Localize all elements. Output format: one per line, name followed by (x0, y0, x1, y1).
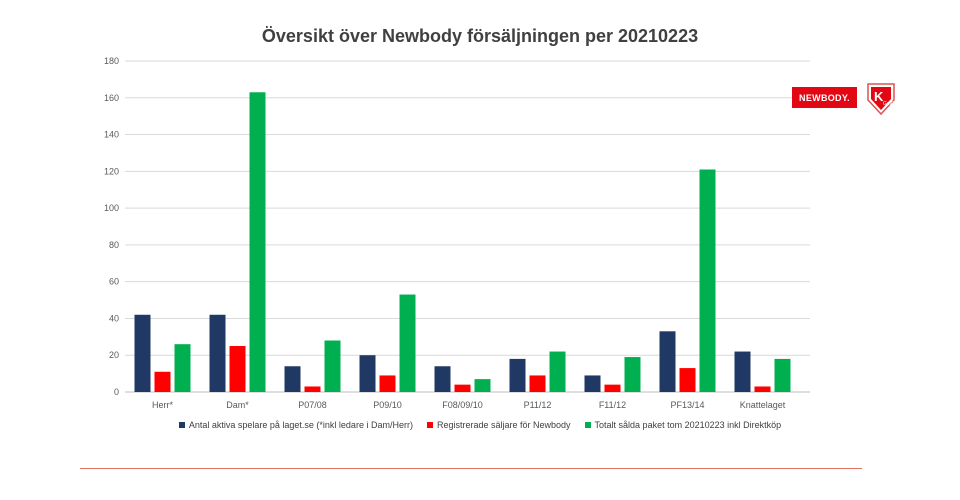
y-tick-label: 160 (104, 93, 119, 103)
x-tick-label: P07/08 (298, 400, 327, 410)
legend-item: Registrerade säljare för Newbody (426, 420, 571, 430)
bar-players (284, 366, 301, 392)
bar-players (359, 355, 376, 392)
y-tick-label: 80 (109, 240, 119, 250)
bar-players (134, 314, 151, 392)
legend-swatch (584, 422, 591, 428)
x-tick-label: P09/10 (373, 400, 402, 410)
legend-swatch (426, 422, 433, 428)
bar-sellers (604, 384, 621, 392)
newbody-logo: NEWBODY. (792, 87, 857, 108)
bar-sellers (679, 368, 696, 392)
x-tick-label: F08/09/10 (442, 400, 483, 410)
y-tick-label: 0 (114, 387, 119, 397)
bar-sellers (154, 371, 171, 392)
legend-label: Antal aktiva spelare på laget.se (*inkl … (188, 420, 413, 430)
x-tick-label: P11/12 (524, 400, 552, 410)
legend-item: Antal aktiva spelare på laget.se (*inkl … (178, 420, 413, 430)
x-tick-label: F11/12 (599, 400, 626, 410)
svg-text:GoIF: GoIF (883, 101, 894, 107)
bar-sellers (229, 346, 246, 392)
x-tick-label: Knattelaget (740, 400, 786, 410)
x-tick-label: PF13/14 (670, 400, 704, 410)
bar-players (509, 358, 526, 392)
bar-packages (549, 351, 566, 392)
bar-packages (774, 358, 791, 392)
bar-sellers (304, 386, 321, 392)
y-tick-label: 100 (104, 203, 119, 213)
bar-packages (699, 169, 716, 392)
bar-sellers (529, 375, 546, 392)
bar-packages (249, 92, 266, 392)
legend-item: Totalt sålda paket tom 20210223 inkl Dir… (584, 420, 782, 430)
bar-packages (324, 340, 341, 392)
y-tick-label: 40 (109, 313, 119, 323)
y-tick-label: 140 (104, 130, 119, 140)
legend-swatch (178, 422, 185, 428)
y-tick-label: 60 (109, 277, 119, 287)
club-logo-icon: K GoIF (867, 83, 895, 116)
bar-packages (399, 294, 416, 392)
legend-label: Totalt sålda paket tom 20210223 inkl Dir… (594, 420, 782, 430)
bar-players (209, 314, 226, 392)
legend: Antal aktiva spelare på laget.se (*inkl … (0, 420, 960, 430)
svg-text:K: K (874, 89, 884, 104)
footer-divider (80, 468, 862, 469)
bar-packages (174, 344, 191, 392)
bar-players (734, 351, 751, 392)
y-tick-label: 20 (109, 350, 119, 360)
bar-players (659, 331, 676, 392)
bar-packages (624, 357, 641, 392)
x-tick-label: Dam* (226, 400, 249, 410)
bar-players (584, 375, 601, 392)
bar-sellers (379, 375, 396, 392)
y-tick-label: 180 (104, 56, 119, 66)
bar-packages (474, 379, 491, 392)
legend-label: Registrerade säljare för Newbody (436, 420, 571, 430)
chart-title: Översikt över Newbody försäljningen per … (261, 26, 699, 46)
bar-chart: 0 20 40 60 80 100 120 140 160 180 Herr* Dam* P07/08 P… (104, 56, 810, 410)
x-tick-label: Herr* (152, 400, 173, 410)
bar-players (434, 366, 451, 392)
bar-sellers (454, 384, 471, 392)
bar-sellers (754, 386, 771, 392)
y-tick-label: 120 (104, 166, 119, 176)
